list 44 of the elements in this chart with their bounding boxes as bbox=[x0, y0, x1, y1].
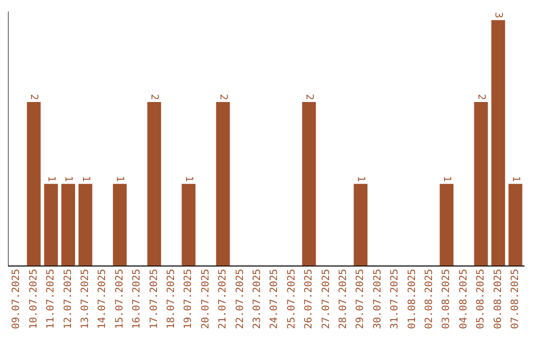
x-tick-label: 11.07.2025 bbox=[46, 268, 57, 330]
x-tick-label: 28.07.2025 bbox=[338, 268, 349, 330]
x-tick-label: 06.08.2025 bbox=[492, 268, 504, 330]
x-tick-label: 02.08.2025 bbox=[424, 268, 435, 330]
x-tick-label: 18.07.2025 bbox=[166, 268, 177, 330]
x-tick-label: 31.07.2025 bbox=[390, 268, 401, 330]
data-label: 1 bbox=[80, 176, 91, 182]
x-tick-label: 25.07.2025 bbox=[286, 268, 298, 330]
x-tick-label: 13.07.2025 bbox=[80, 268, 91, 330]
data-label: 1 bbox=[114, 176, 126, 182]
data-label: 1 bbox=[355, 176, 366, 182]
data-label: 3 bbox=[492, 12, 504, 18]
x-tick-label: 24.07.2025 bbox=[269, 268, 280, 330]
x-tick-label: 23.07.2025 bbox=[252, 268, 263, 330]
x-tick-label: 19.07.2025 bbox=[183, 268, 194, 330]
data-label: 1 bbox=[45, 176, 56, 182]
data-label: 1 bbox=[183, 176, 194, 182]
x-tick-label: 14.07.2025 bbox=[97, 268, 108, 330]
x-tick-label: 21.07.2025 bbox=[218, 268, 229, 330]
data-label: 1 bbox=[510, 176, 521, 182]
x-tick-label: 26.07.2025 bbox=[304, 268, 315, 330]
x-tick-label: 29.07.2025 bbox=[355, 268, 366, 330]
x-tick-label: 17.07.2025 bbox=[148, 268, 160, 330]
x-tick-label: 03.08.2025 bbox=[441, 268, 452, 330]
x-tick-label: 22.07.2025 bbox=[234, 268, 246, 330]
x-tick-label: 20.07.2025 bbox=[200, 268, 212, 330]
data-label: 2 bbox=[217, 94, 228, 100]
x-tick-label: 30.07.2025 bbox=[372, 268, 384, 330]
data-label: 1 bbox=[441, 176, 452, 182]
data-label: 2 bbox=[303, 94, 314, 100]
x-tick-label: 16.07.2025 bbox=[132, 268, 143, 330]
data-label: 1 bbox=[62, 176, 74, 182]
x-tick-label: 07.08.2025 bbox=[510, 268, 521, 330]
data-label: 2 bbox=[28, 94, 40, 100]
x-tick-label: 27.07.2025 bbox=[320, 268, 332, 330]
x-tick-label: 12.07.2025 bbox=[62, 268, 74, 330]
x-tick-label: 09.07.2025 bbox=[11, 268, 22, 330]
x-tick-label: 10.07.2025 bbox=[28, 268, 40, 330]
x-tick-label: 04.08.2025 bbox=[458, 268, 470, 330]
x-tick-label: 05.08.2025 bbox=[476, 268, 487, 330]
x-tick-label: 15.07.2025 bbox=[114, 268, 126, 330]
data-label: 2 bbox=[475, 94, 486, 100]
x-tick-label: 01.08.2025 bbox=[406, 268, 418, 330]
data-label: 2 bbox=[148, 94, 160, 100]
